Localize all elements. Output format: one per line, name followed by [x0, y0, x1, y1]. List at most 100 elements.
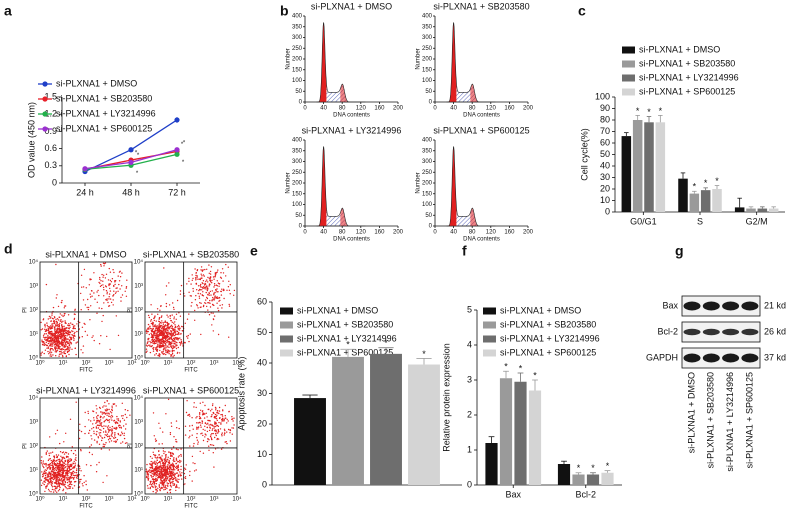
dot [170, 486, 173, 488]
dot [172, 473, 174, 475]
dot [175, 347, 178, 350]
dot [108, 305, 111, 307]
y-tick-label: 10⁴ [29, 259, 39, 266]
dot [117, 419, 120, 422]
dot [48, 353, 50, 355]
dot [57, 463, 59, 465]
y-tick-label: 5 [467, 304, 472, 314]
dot [96, 442, 98, 444]
dot [49, 331, 51, 333]
dot [114, 436, 117, 439]
dot [178, 460, 180, 463]
x-tick-label: 10² [82, 497, 91, 503]
dot [217, 269, 219, 271]
dot [101, 307, 103, 310]
dot [59, 451, 62, 453]
dot [45, 344, 47, 346]
dot [65, 338, 67, 340]
dot [184, 477, 187, 480]
dot [85, 464, 88, 466]
dot [149, 345, 151, 348]
dot [191, 274, 193, 276]
dot [95, 427, 98, 429]
dot [169, 485, 172, 487]
dot [165, 346, 167, 349]
dot [151, 338, 154, 340]
dot [69, 482, 72, 484]
dot [192, 445, 195, 447]
dot [165, 321, 167, 323]
dot [176, 459, 178, 461]
dot [110, 440, 113, 442]
dot [171, 454, 173, 456]
dot [218, 421, 220, 424]
dot [197, 285, 200, 287]
dot [203, 304, 205, 307]
bar [644, 122, 654, 212]
dot [58, 344, 60, 347]
dot [160, 338, 163, 341]
dot [173, 342, 176, 345]
significance: * [384, 338, 388, 348]
x-tick-label: Bax [505, 489, 521, 499]
dot [155, 477, 157, 480]
dot [62, 462, 64, 464]
bar [572, 474, 585, 485]
dot [212, 428, 214, 430]
dot [64, 339, 66, 341]
x-tick-label: 48 h [122, 187, 140, 197]
dot [160, 486, 163, 489]
dot [108, 293, 111, 295]
dot [205, 434, 207, 436]
dot [48, 332, 50, 335]
dot [158, 338, 161, 341]
dot [65, 473, 67, 475]
y-axis-label: OD value (450 nm) [26, 102, 36, 178]
dot [115, 291, 117, 293]
y-tick-label: 0 [467, 479, 472, 489]
x-tick-label: 10⁴ [127, 496, 137, 503]
dot [152, 469, 155, 471]
dot [69, 472, 71, 474]
dot [220, 423, 222, 425]
dot [149, 481, 152, 483]
dot [104, 413, 107, 415]
dot [52, 349, 54, 351]
dot [44, 349, 47, 351]
dot [162, 482, 165, 485]
dot [51, 312, 53, 314]
dot [159, 349, 161, 352]
dot [46, 468, 48, 470]
dot [111, 431, 113, 433]
dot [45, 330, 47, 333]
dot [41, 471, 43, 473]
dot [148, 337, 150, 340]
dot [163, 489, 165, 491]
dot [166, 345, 168, 347]
dot [50, 344, 52, 346]
dot [215, 434, 217, 437]
dot [123, 437, 126, 440]
dot [106, 475, 108, 477]
dot [51, 488, 54, 491]
y-tick-label: 300 [292, 35, 303, 41]
band [702, 328, 720, 336]
dot [163, 484, 165, 486]
dot [45, 283, 48, 286]
dot [151, 322, 154, 325]
dot [51, 484, 53, 487]
dot [177, 469, 179, 472]
dot [149, 344, 151, 346]
dot [80, 450, 82, 452]
dot [191, 279, 193, 281]
dot [91, 453, 94, 456]
dot [208, 292, 210, 294]
dot [154, 331, 156, 333]
dot [171, 327, 173, 329]
x-tick-label: G0/G1 [630, 216, 657, 226]
dot [43, 483, 45, 486]
dot [212, 403, 214, 405]
dot [169, 332, 171, 334]
dot [61, 323, 63, 326]
